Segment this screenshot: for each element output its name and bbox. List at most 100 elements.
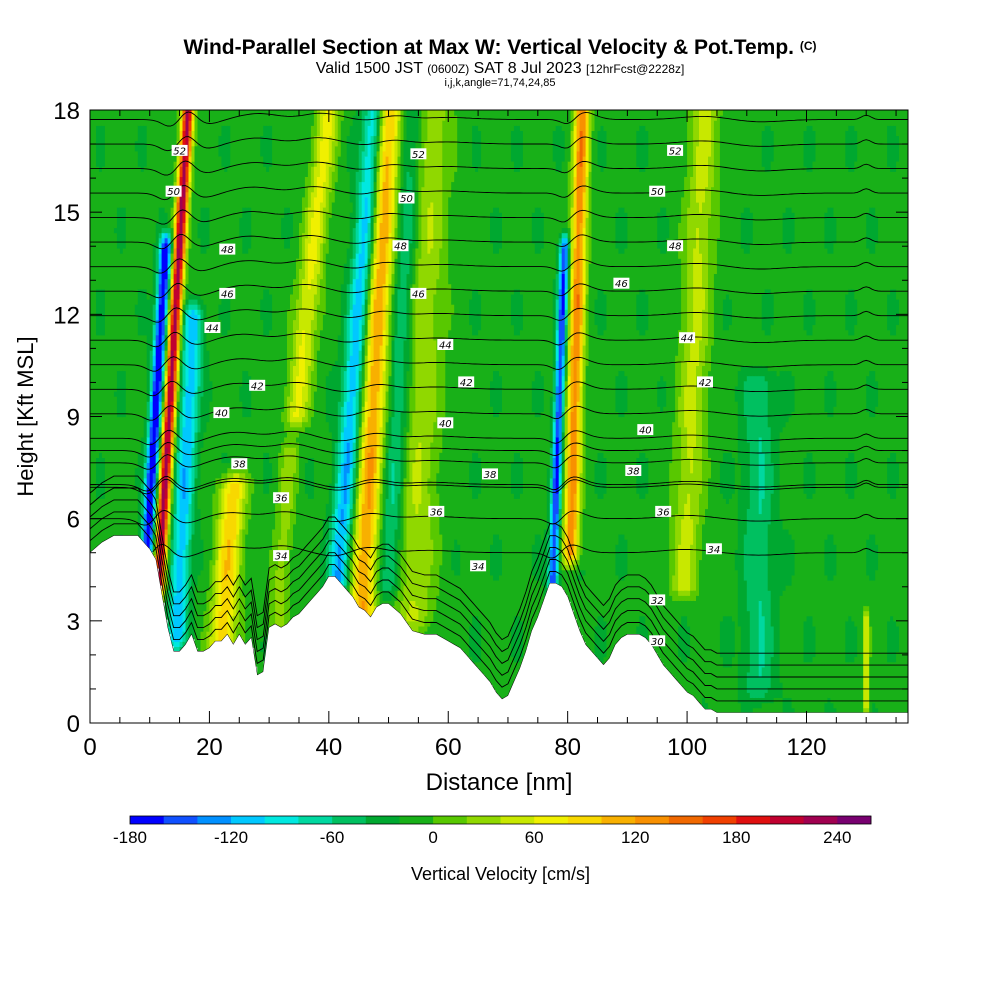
w-cell	[191, 309, 196, 397]
w-cell	[239, 477, 243, 484]
w-cell	[699, 559, 703, 705]
w-cell	[284, 247, 288, 387]
w-cell	[101, 110, 106, 126]
w-cell	[134, 314, 139, 469]
w-cell	[164, 391, 169, 402]
w-cell	[164, 554, 169, 561]
w-cell	[179, 334, 184, 351]
theta-contour	[90, 511, 908, 690]
w-cell	[176, 319, 181, 331]
w-cell	[397, 288, 402, 494]
w-cell	[227, 610, 231, 638]
w-cell	[179, 258, 184, 269]
w-cell	[331, 539, 336, 566]
w-cell	[302, 232, 306, 280]
w-cell	[296, 493, 300, 616]
contour-label: 30	[649, 635, 666, 648]
w-cell	[809, 498, 814, 617]
w-cell	[394, 176, 399, 229]
w-cell	[806, 288, 811, 336]
w-cell	[436, 472, 440, 494]
contour-label: 38	[231, 458, 248, 471]
w-cell	[576, 360, 581, 402]
w-cell	[325, 421, 330, 504]
w-cell	[164, 232, 169, 239]
w-cell	[576, 401, 581, 484]
w-cell	[409, 385, 413, 438]
theta-contour	[90, 136, 908, 152]
w-cell	[170, 242, 175, 249]
w-cell	[376, 237, 381, 269]
w-cell	[125, 110, 130, 537]
w-cell	[490, 574, 494, 686]
w-cell	[770, 161, 775, 295]
w-cell	[322, 314, 327, 520]
w-cell	[176, 391, 181, 402]
w-cell	[164, 370, 169, 377]
w-cell	[725, 293, 730, 331]
w-cell	[260, 110, 264, 137]
w-cell	[179, 299, 184, 310]
w-cell	[791, 212, 796, 244]
w-cell	[170, 436, 175, 448]
w-cell	[364, 355, 369, 382]
w-cell	[245, 253, 249, 372]
y-tick-label: 15	[53, 200, 80, 227]
w-cell	[179, 411, 184, 438]
w-cell	[152, 339, 157, 356]
w-cell	[561, 314, 566, 341]
w-cell	[582, 569, 587, 576]
w-cell	[761, 452, 766, 499]
w-cell	[788, 585, 793, 699]
w-cell	[678, 600, 682, 627]
w-cell	[343, 559, 348, 586]
w-cell	[101, 166, 106, 290]
w-cell	[851, 125, 855, 172]
contour-label-bg	[437, 339, 454, 350]
w-cell	[854, 110, 858, 131]
w-cell	[567, 569, 572, 602]
w-cell	[719, 656, 724, 714]
w-cell	[516, 171, 521, 290]
w-cell	[779, 595, 784, 683]
w-cell	[430, 247, 434, 443]
w-cell	[890, 615, 894, 663]
w-cell	[815, 110, 820, 714]
w-cell	[642, 615, 646, 638]
w-cell	[597, 288, 602, 336]
w-cell	[830, 253, 834, 372]
w-cell	[299, 345, 303, 407]
w-cell	[358, 140, 363, 183]
w-cell	[827, 110, 831, 208]
w-cell	[158, 391, 163, 402]
w-cell	[355, 498, 360, 520]
w-cell	[490, 110, 494, 213]
w-cell	[642, 110, 646, 126]
colorbar-swatch	[130, 816, 164, 824]
w-cell	[188, 130, 193, 142]
w-cell	[525, 110, 530, 647]
w-cell	[152, 513, 157, 525]
w-cell	[161, 232, 166, 239]
w-cell	[696, 110, 700, 147]
w-cell	[827, 580, 831, 699]
w-cell	[242, 528, 246, 581]
w-cell	[412, 620, 416, 632]
w-cell	[382, 125, 387, 152]
w-cell	[761, 666, 766, 698]
w-cell	[406, 610, 411, 622]
w-cell	[194, 293, 199, 300]
w-cell	[221, 544, 225, 641]
w-cell	[391, 293, 396, 341]
w-cell	[230, 477, 234, 484]
w-cell	[200, 207, 205, 254]
w-cell	[728, 299, 733, 326]
w-cell	[173, 222, 178, 239]
w-cell	[382, 370, 387, 407]
w-cell	[409, 436, 413, 601]
w-cell	[534, 253, 539, 372]
w-cell	[179, 176, 184, 188]
w-cell	[164, 528, 169, 535]
w-cell	[224, 462, 228, 474]
w-cell	[328, 518, 333, 545]
